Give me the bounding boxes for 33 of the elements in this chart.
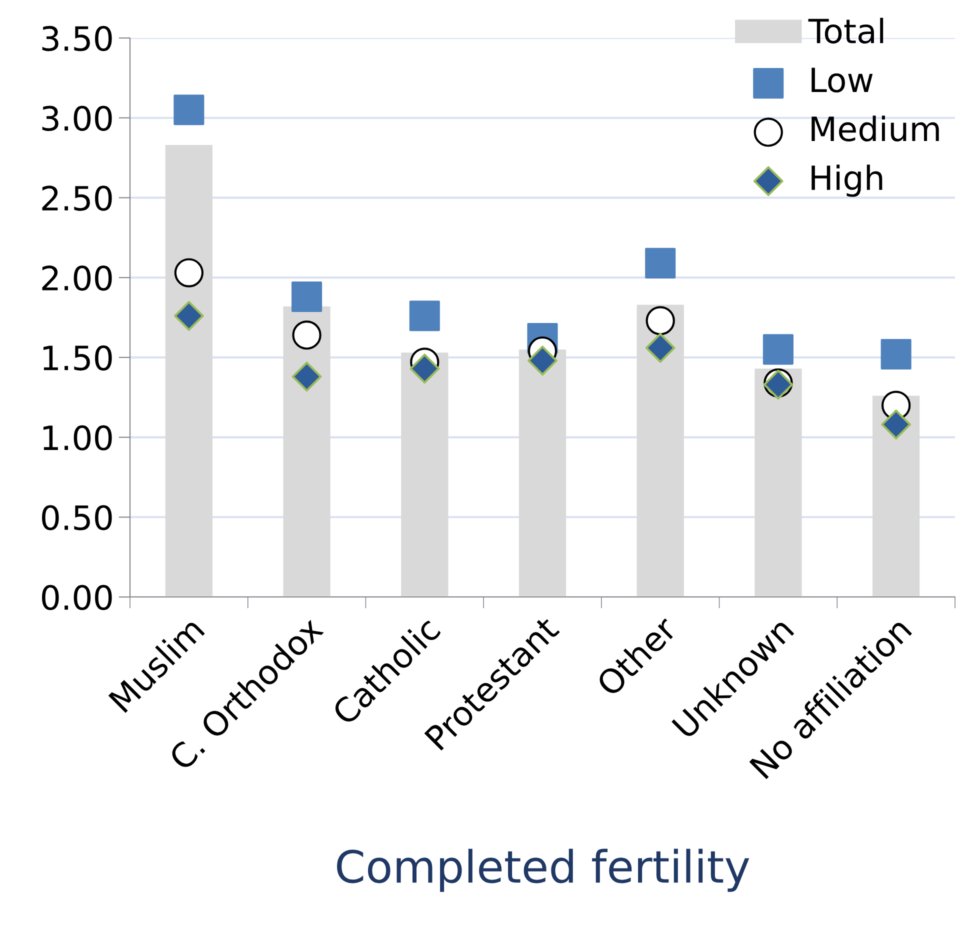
legend-label: Total bbox=[808, 18, 884, 44]
point bbox=[292, 320, 322, 350]
bar bbox=[636, 304, 684, 597]
legend-label: Low bbox=[812, 68, 873, 93]
y-tick-label: 0.50 bbox=[42, 505, 112, 530]
legend-label: High bbox=[812, 164, 882, 197]
point bbox=[292, 362, 322, 392]
bar bbox=[518, 349, 566, 597]
point bbox=[410, 354, 440, 384]
y-tick-label: 3.00 bbox=[42, 106, 112, 131]
point bbox=[174, 94, 204, 126]
y-tick-label: 3.50 bbox=[42, 26, 112, 52]
y-tick-label: 1.00 bbox=[43, 425, 112, 450]
point bbox=[528, 346, 558, 376]
point bbox=[762, 334, 794, 365]
point bbox=[646, 306, 675, 336]
y-tick-label: 2.00 bbox=[42, 265, 112, 291]
point bbox=[645, 248, 676, 278]
y-tick-label: 0.00 bbox=[42, 584, 112, 610]
x-axis-title: Completed fertility bbox=[336, 848, 750, 892]
point bbox=[292, 281, 322, 312]
point bbox=[174, 300, 204, 331]
point bbox=[880, 338, 912, 370]
point bbox=[881, 410, 912, 440]
bar bbox=[165, 145, 212, 597]
point bbox=[409, 300, 440, 332]
point bbox=[174, 258, 204, 288]
bar bbox=[754, 368, 802, 597]
legend-label: Medium bbox=[812, 116, 939, 142]
y-tick-label: 1.50 bbox=[43, 345, 112, 371]
y-tick-label: 2.50 bbox=[42, 186, 112, 211]
bar bbox=[401, 352, 448, 597]
point bbox=[645, 332, 676, 363]
